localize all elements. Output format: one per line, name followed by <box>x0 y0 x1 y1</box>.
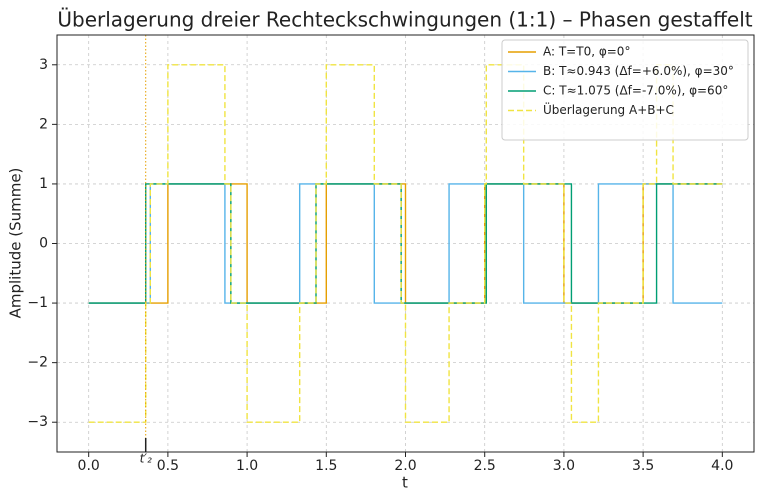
legend-label: Überlagerung A+B+C <box>543 101 674 117</box>
y-tick-label: −3 <box>27 414 48 430</box>
legend-box <box>501 39 749 141</box>
x-tick-label: 2.0 <box>394 458 416 474</box>
x-tick-label: 1.5 <box>315 458 337 474</box>
legend-label: A: T=T0, φ=0° <box>543 45 630 59</box>
legend-label: B: T≈0.943 (Δf=+6.0%), φ=30° <box>543 64 734 78</box>
legend-label: C: T≈1.075 (Δf=-7.0%), φ=60° <box>543 84 728 98</box>
x-tick-label: 1.0 <box>236 458 258 474</box>
y-tick-label: −1 <box>27 295 48 311</box>
x-tick-label: 0.0 <box>78 458 100 474</box>
y-tick-label: 3 <box>39 57 48 73</box>
series-line <box>88 64 723 423</box>
chart-title: Überlagerung dreier Rechteckschwingungen… <box>57 8 752 32</box>
y-tick-label: 2 <box>39 116 48 132</box>
plot-frame <box>56 34 755 453</box>
y-tick-label: 0 <box>39 236 48 252</box>
x-tick-label: 3.0 <box>553 458 575 474</box>
y-axis-label: Amplitude (Summe) <box>7 168 25 319</box>
x-axis-label: t <box>402 474 408 492</box>
x-tick-label: 4.0 <box>711 458 733 474</box>
y-tick-label: −2 <box>27 355 48 371</box>
x-tick-label: 2.5 <box>474 458 496 474</box>
x-tick-label: 3.5 <box>632 458 654 474</box>
y-tick-label: 1 <box>39 176 48 192</box>
annotation-label: t′₂ <box>140 452 152 466</box>
x-tick-label: 0.5 <box>157 458 179 474</box>
